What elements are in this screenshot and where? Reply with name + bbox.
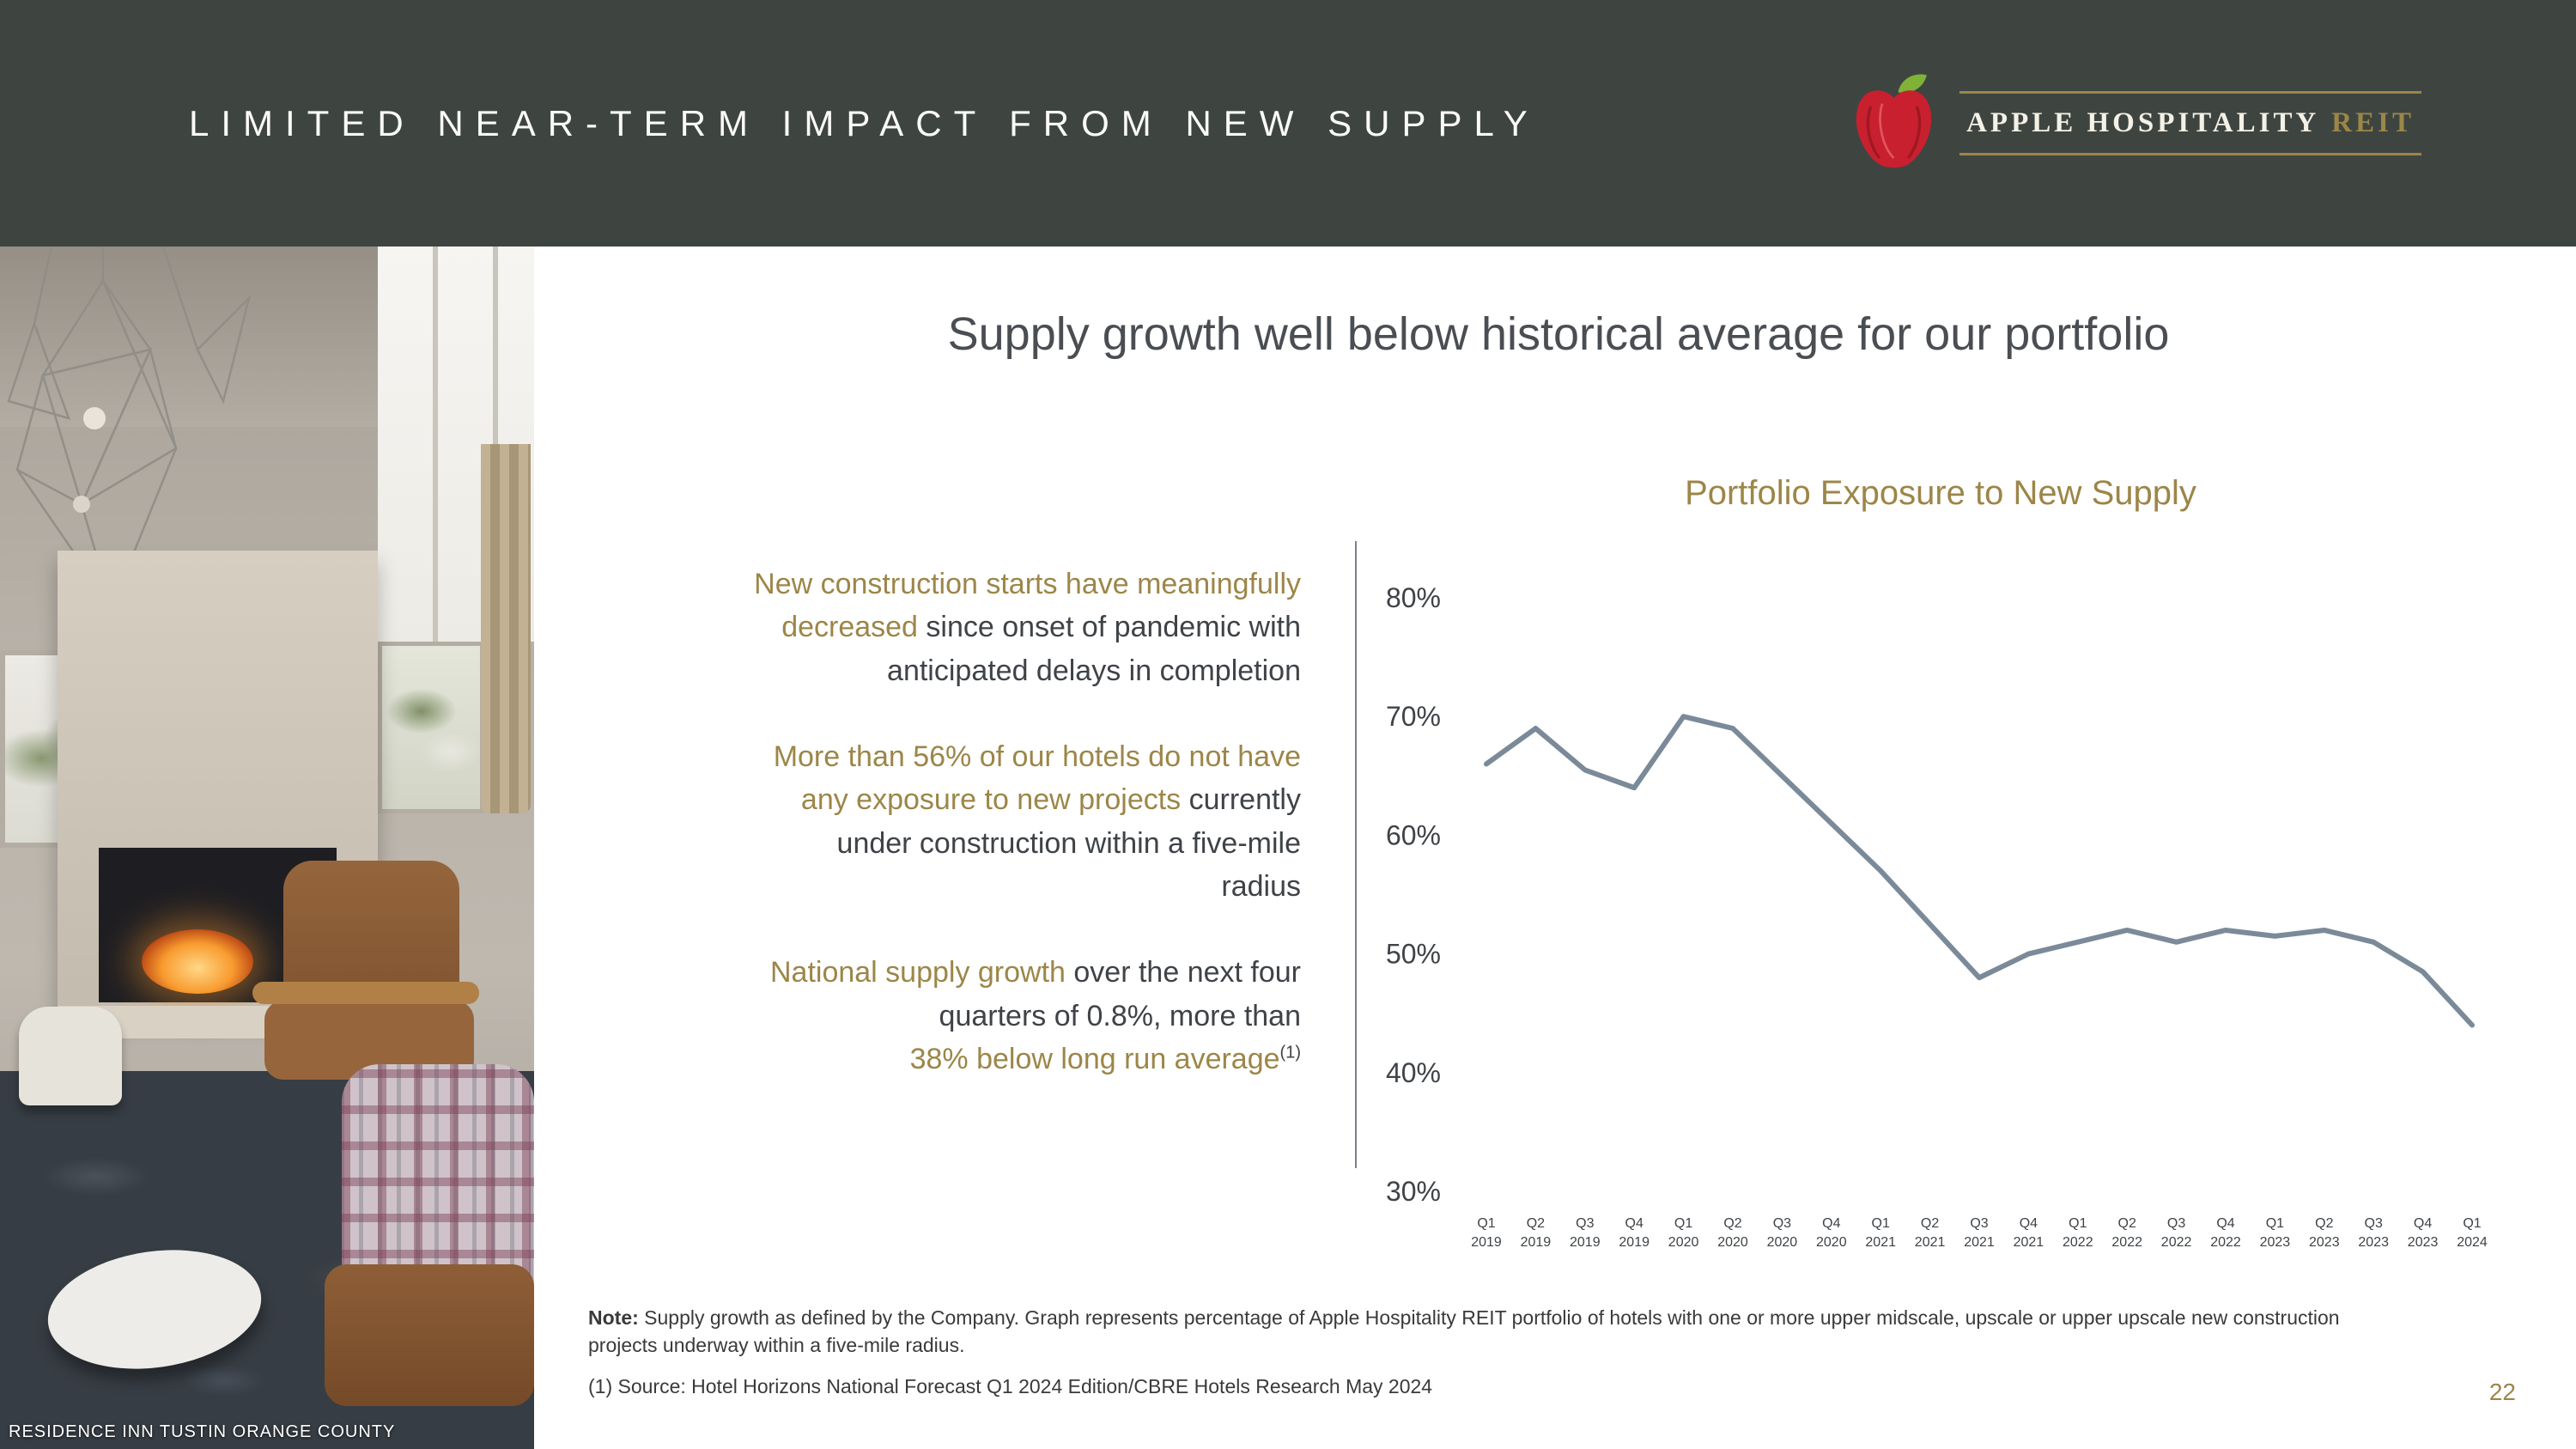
chandelier-icon bbox=[7, 247, 252, 608]
x-tick-label: Q4 2022 bbox=[2210, 1216, 2241, 1250]
photo-chair-b-seat bbox=[325, 1264, 534, 1406]
x-tick-label: Q3 2021 bbox=[1964, 1216, 1995, 1250]
line-chart: 80% 70% 60% 50% 40% 30% Q1 2019 Q2 2019 Q3 2019 Q4 20… bbox=[1386, 582, 2488, 1250]
x-tick-label: Q4 2020 bbox=[1816, 1216, 1847, 1250]
footnote: Note: Supply growth as defined by the Co… bbox=[588, 1306, 2340, 1357]
x-tick-label: Q2 2021 bbox=[1915, 1216, 1946, 1250]
x-tick-label: Q1 2023 bbox=[2260, 1216, 2291, 1250]
content-heading: Supply growth well below historical aver… bbox=[947, 308, 2170, 360]
photo-chair-a-arm bbox=[252, 982, 479, 1004]
y-tick-label: 50% bbox=[1386, 939, 1441, 970]
x-tick-label: Q2 2023 bbox=[2309, 1216, 2340, 1250]
x-tick-label: Q1 2024 bbox=[2457, 1216, 2488, 1250]
photo-caption: RESIDENCE INN TUSTIN ORANGE COUNTY bbox=[9, 1422, 396, 1441]
x-tick-label: Q4 2019 bbox=[1619, 1216, 1649, 1250]
photo-flame bbox=[142, 929, 253, 994]
header-bar: LIMITED NEAR-TERM IMPACT FROM NEW SUPPLY… bbox=[0, 0, 2576, 247]
x-tick-label: Q2 2020 bbox=[1717, 1216, 1748, 1250]
supply-exposure-line bbox=[1484, 714, 2475, 1028]
y-tick-label: 40% bbox=[1386, 1057, 1441, 1088]
bullet-paragraph: More than 56% of our hotels do not have a… bbox=[773, 740, 1301, 903]
x-tick-label: Q3 2019 bbox=[1570, 1216, 1601, 1250]
logo-reit: REIT bbox=[2331, 107, 2415, 138]
chart-title: Portfolio Exposure to New Supply bbox=[1685, 474, 2196, 512]
y-tick-label: 80% bbox=[1386, 582, 1441, 613]
y-tick-label: 60% bbox=[1386, 819, 1441, 850]
bullet-list: New construction starts have meaningfull… bbox=[618, 563, 1301, 1081]
photo-curtain bbox=[481, 444, 531, 813]
x-tick-label: Q1 2021 bbox=[1865, 1216, 1896, 1250]
x-tick-label: Q3 2023 bbox=[2358, 1216, 2389, 1250]
photo-chair-b bbox=[342, 1064, 534, 1294]
y-tick-label: 70% bbox=[1386, 701, 1441, 732]
x-tick-label: Q2 2019 bbox=[1521, 1216, 1552, 1250]
x-tick-label: Q4 2023 bbox=[2408, 1216, 2439, 1250]
x-tick-label: Q1 2020 bbox=[1668, 1216, 1699, 1250]
vertical-divider bbox=[1355, 541, 1357, 1168]
x-tick-label: Q3 2020 bbox=[1767, 1216, 1798, 1250]
logo-text: APPLE HOSPITALITY REIT bbox=[1959, 91, 2421, 155]
bullet-paragraph: New construction starts have meaningfull… bbox=[754, 568, 1301, 687]
page-number: 22 bbox=[2488, 1379, 2516, 1405]
x-tick-label: Q1 2019 bbox=[1471, 1216, 1502, 1250]
x-tick-label: Q4 2021 bbox=[2014, 1216, 2044, 1250]
x-tick-label: Q1 2022 bbox=[2063, 1216, 2093, 1250]
footnotes: Note: Supply growth as defined by the Co… bbox=[588, 1304, 2383, 1401]
company-logo: APPLE HOSPITALITY REIT bbox=[1849, 72, 2421, 175]
logo-name: APPLE HOSPITALITY bbox=[1966, 107, 2320, 138]
x-tick-label: Q2 2022 bbox=[2111, 1216, 2142, 1250]
lobby-photo: RESIDENCE INN TUSTIN ORANGE COUNTY bbox=[0, 247, 534, 1449]
photo-white-chair bbox=[19, 1007, 122, 1105]
slide-title: LIMITED NEAR-TERM IMPACT FROM NEW SUPPLY bbox=[189, 102, 1540, 143]
x-tick-label: Q3 2022 bbox=[2161, 1216, 2192, 1250]
bullet-paragraph: National supply growth over the next fou… bbox=[769, 956, 1301, 1075]
apple-logo-icon bbox=[1856, 74, 1932, 167]
footnote: (1) Source: Hotel Horizons National Fore… bbox=[588, 1375, 1433, 1398]
y-tick-label: 30% bbox=[1386, 1176, 1441, 1207]
